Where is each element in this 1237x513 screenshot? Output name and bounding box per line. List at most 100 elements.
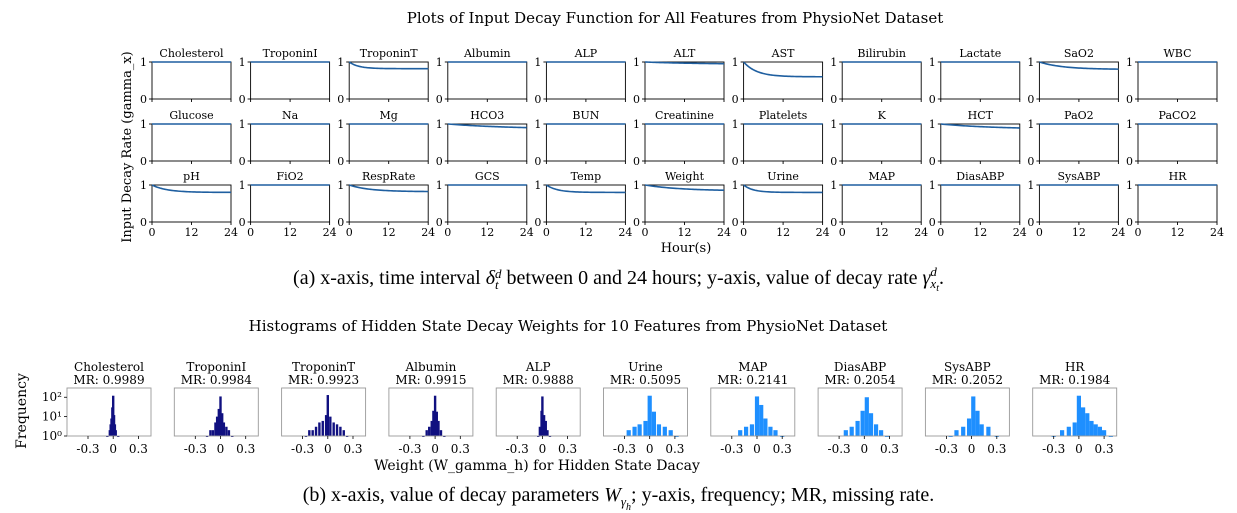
hist-panel-title: HR [1065,360,1085,374]
y-tick-label: 0 [534,155,541,168]
x-tick-label: 12 [1072,226,1086,239]
x-tick-label: 0.3 [129,442,148,456]
decay-panel-frame [250,61,331,100]
decay-panel-bilirubin: Bilirubin 0 1 [830,47,922,106]
hist-bar [214,422,217,436]
decay-panel-title: SaO2 [1064,47,1094,60]
x-tick-label: 0 [1075,442,1083,456]
y-tick-label: 1 [1027,118,1034,131]
y-tick-label: 1 [830,56,837,69]
hist-bar [743,426,749,436]
hist-bar [304,435,308,437]
decay-panel-frame [644,61,725,100]
hist-panel-title: MAP [738,360,767,374]
x-tick-label: 0 [217,442,225,456]
y-tick-label: 0 [830,155,837,168]
x-tick-label: 0 [149,226,156,239]
y-tick-label: 0 [337,93,344,106]
hist-bar [773,430,778,436]
hist-bar [1108,435,1113,437]
decay-panel-title: ALT [673,47,696,60]
x-tick-label: 12 [973,226,987,239]
x-tick-label: 0 [937,226,944,239]
hist-panel-title: Urine [628,360,663,374]
decay-panel-title: SysABP [1057,170,1100,183]
decay-panel-title: ALP [574,47,598,60]
y-tick-label: 10² [42,390,62,404]
decay-curve [545,184,626,194]
y-tick-label: 1 [929,179,936,192]
caption-a-end: . [938,266,944,289]
decay-panel-title: TroponinI [263,47,318,60]
x-tick-label: -0.3 [398,442,421,456]
decay-panel-frame [151,123,232,162]
hist-bar [542,415,546,436]
y-tick-label: 1 [337,118,344,131]
decay-panel-frame [447,184,528,223]
caption-b-w-subsub: h [626,502,632,513]
decay-curve [743,61,823,78]
hist-panel-title: Cholesterol [74,360,144,374]
decay-panel-k: K 0 1 [830,109,922,168]
hist-bar [541,396,544,436]
decay-panel-title: Mg [380,109,398,122]
decay-panel-title: Lactate [959,47,1001,60]
y-tick-label: 1 [1126,56,1133,69]
x-tick-label: 0 [860,442,868,456]
x-tick-label: 0 [346,226,353,239]
decay-panel-frame [250,184,331,223]
decay-curve [940,123,1020,129]
y-tick-label: 1 [337,179,344,192]
decay-panel-title: Na [282,109,299,122]
y-tick-label: 1 [929,118,936,131]
y-tick-label: 1 [534,179,541,192]
hist-panel-frame [281,387,367,437]
y-tick-label: 1 [732,56,739,69]
hist-bar [986,426,991,436]
x-tick-label: 0 [753,442,761,456]
decay-curve [1039,61,1119,70]
y-tick-label: 0 [239,155,246,168]
x-tick-label: 12 [382,226,396,239]
hist-bar [855,420,860,436]
caption-a-delta-symbol: δ [485,266,496,289]
decay-panel-sysabp: SysABP 0 1 0 12 24 [1027,170,1125,239]
caption-a-gamma-scripts: d xt [930,265,939,293]
hist-bar [437,420,440,436]
decay-panel-title: GCS [475,170,500,183]
decay-panel-resprate: RespRate 0 1 0 12 24 [337,170,435,239]
decay-panel-frame [151,184,232,223]
x-tick-label: 24 [618,226,632,239]
hist-panel-title: Albumin [404,360,456,374]
hist-panel-title: ALP [525,360,551,374]
x-tick-label: 0.3 [773,442,792,456]
hist-panel-mr: MR: 0.9989 [73,373,144,387]
hist-panel-mr: MR: 0.5095 [610,373,681,387]
y-tick-label: 0 [732,216,739,229]
decay-panel-frame [743,61,824,100]
decay-panel-frame [545,61,626,100]
y-tick-label: 1 [1126,118,1133,131]
hist-bar [222,422,226,436]
y-tick-label: 0 [140,216,147,229]
chart-a-title: Plots of Input Decay Function for All Fe… [407,9,943,27]
hist-bar [546,430,549,436]
y-tick-label: 1 [633,179,640,192]
hist-bar [637,424,642,436]
caption-a-mid: between 0 and 24 hours; y-axis, value of… [501,266,923,289]
hist-panel-frame [495,387,581,437]
hist-panel-frame [66,387,152,437]
caption-b-w-symbol: W [604,484,621,506]
decay-panel-cholesterol: Cholesterol 0 1 [140,47,232,106]
hist-panel-title: TroponinT [292,360,355,374]
caption-a-gamma: γ d xt [923,265,939,293]
x-tick-label: 12 [579,226,593,239]
hist-bar [225,426,228,436]
x-tick-label: 24 [1111,226,1125,239]
decay-panel-paco2: PaCO2 0 1 [1126,109,1218,168]
decay-curve [743,184,823,194]
decay-panel-frame [841,123,922,162]
decay-curve [644,184,725,192]
